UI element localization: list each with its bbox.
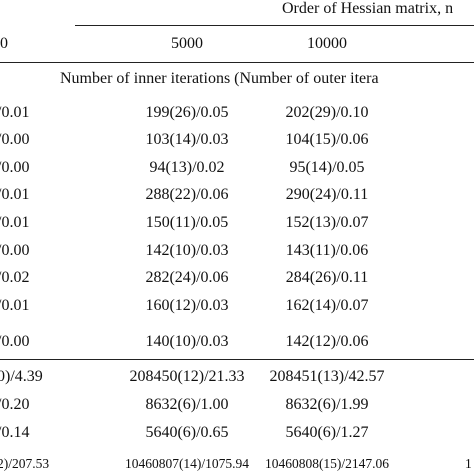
table-cell: 208451(13)/42.57 [269,368,385,385]
rule [0,62,474,63]
table-cell: 202(29)/0.10 [285,104,369,121]
table-cell: 162(14)/0.07 [285,297,369,314]
table-cell: 199(26)/0.05 [145,104,229,121]
table-cell: 1 [465,456,472,471]
subheader: Number of inner iterations (Number of ou… [60,70,379,87]
table-cell: 140(10)/0.03 [145,333,229,350]
header-title: Order of Hessian matrix, n [282,0,454,17]
table-cell: 208450(12)/21.33 [129,368,245,385]
table-cell: /0.00 [0,242,30,259]
table-cell: /0.14 [0,424,30,441]
table-cell: 150(11)/0.05 [145,214,229,231]
column-header: 10000 [307,35,347,52]
table-cell: 284(26)/0.11 [285,269,369,286]
table-cell: 290(24)/0.11 [285,186,369,203]
column-header: 0 [0,35,8,52]
table-cell: 142(12)/0.06 [285,333,369,350]
table-cell: /0.01 [0,186,30,203]
rule [0,359,474,360]
table-cell: 8632(6)/1.99 [285,396,369,413]
table-cell: 104(15)/0.06 [285,131,369,148]
rule [75,25,474,26]
table-cell: 160(12)/0.03 [145,297,229,314]
table-cell: 95(14)/0.05 [289,159,365,176]
table-cell: 288(22)/0.06 [145,186,229,203]
table-cell: 142(10)/0.03 [145,242,229,259]
table-cell: /0.02 [0,269,30,286]
table-cell: 10460807(14)/1075.94 [124,456,250,471]
table-cell: 5640(6)/0.65 [145,424,229,441]
table-cell: /0.01 [0,214,30,231]
table-cell: 282(24)/0.06 [145,269,229,286]
table-cell: 10460808(15)/2147.06 [264,456,390,471]
table-cell: 103(14)/0.03 [145,131,229,148]
table-cell: /0.20 [0,396,30,413]
table-cell: 2)/207.53 [0,456,50,471]
table-cell: /0.00 [0,131,30,148]
column-header: 5000 [171,35,203,52]
table-cell: 0)/4.39 [0,368,43,385]
table-cell: /0.01 [0,104,30,121]
table-cell: /0.00 [0,333,30,350]
table-cell: 94(13)/0.02 [149,159,225,176]
table-cell: /0.00 [0,159,30,176]
table-cell: /0.01 [0,297,30,314]
table-cell: 5640(6)/1.27 [285,424,369,441]
table-cell: 8632(6)/1.00 [145,396,229,413]
table-cell: 143(11)/0.06 [285,242,369,259]
table-cell: 152(13)/0.07 [285,214,369,231]
